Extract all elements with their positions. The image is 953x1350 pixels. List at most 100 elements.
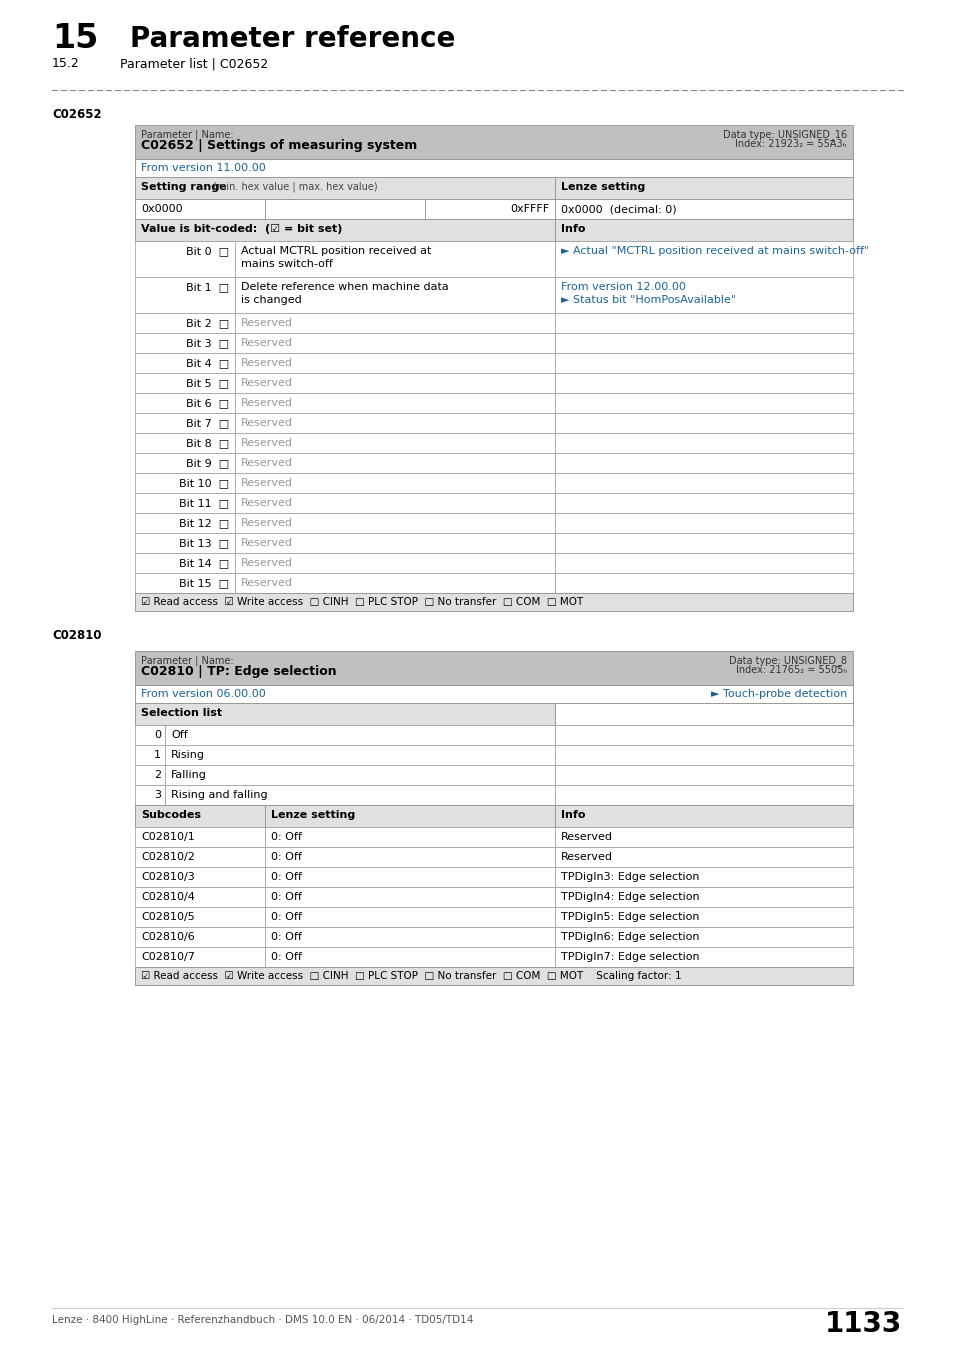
Text: Reserved: Reserved bbox=[241, 539, 293, 548]
Text: ► Actual "MCTRL position received at mains switch-off": ► Actual "MCTRL position received at mai… bbox=[560, 246, 868, 256]
Text: 0: Off: 0: Off bbox=[271, 892, 301, 902]
Text: Reserved: Reserved bbox=[241, 478, 293, 487]
Bar bbox=[555, 433, 852, 454]
Text: TPDigIn7: Edge selection: TPDigIn7: Edge selection bbox=[560, 952, 699, 963]
Text: Falling: Falling bbox=[171, 769, 207, 780]
Text: C02810/4: C02810/4 bbox=[141, 892, 194, 902]
Bar bbox=[555, 277, 852, 313]
Bar bbox=[135, 867, 265, 887]
Bar bbox=[265, 198, 424, 219]
Bar bbox=[135, 433, 234, 454]
Text: Reserved: Reserved bbox=[241, 437, 293, 448]
Bar bbox=[135, 828, 265, 846]
Text: C02810/1: C02810/1 bbox=[141, 832, 194, 842]
Bar bbox=[555, 352, 852, 373]
Text: C02810 | TP: Edge selection: C02810 | TP: Edge selection bbox=[141, 666, 336, 678]
Bar bbox=[165, 725, 555, 745]
Bar bbox=[135, 177, 555, 198]
Bar bbox=[135, 927, 265, 946]
Text: Reserved: Reserved bbox=[241, 578, 293, 589]
Text: Reserved: Reserved bbox=[241, 338, 293, 348]
Text: 3: 3 bbox=[153, 790, 161, 801]
Bar bbox=[265, 907, 555, 927]
Bar bbox=[135, 513, 234, 533]
Text: Parameter | Name:: Parameter | Name: bbox=[141, 655, 233, 666]
Text: ► Status bit "HomPosAvailable": ► Status bit "HomPosAvailable" bbox=[560, 296, 736, 305]
Bar bbox=[555, 533, 852, 554]
Text: TPDigIn3: Edge selection: TPDigIn3: Edge selection bbox=[560, 872, 699, 882]
Text: Bit 9  □: Bit 9 □ bbox=[186, 458, 229, 468]
Bar bbox=[165, 765, 555, 784]
Bar bbox=[555, 373, 852, 393]
Text: Rising: Rising bbox=[171, 751, 205, 760]
Bar bbox=[135, 784, 165, 805]
Text: Bit 15  □: Bit 15 □ bbox=[178, 578, 229, 589]
Bar bbox=[135, 493, 234, 513]
Bar bbox=[234, 413, 555, 433]
Text: Reserved: Reserved bbox=[241, 398, 293, 408]
Text: Bit 6  □: Bit 6 □ bbox=[186, 398, 229, 408]
Bar bbox=[135, 352, 234, 373]
Text: Delete reference when machine data: Delete reference when machine data bbox=[241, 282, 448, 292]
Text: Value is bit-coded:  (☑ = bit set): Value is bit-coded: (☑ = bit set) bbox=[141, 224, 342, 234]
Bar bbox=[555, 765, 852, 784]
Text: 15.2: 15.2 bbox=[52, 57, 80, 70]
Bar bbox=[135, 593, 852, 612]
Bar bbox=[135, 805, 265, 828]
Text: Parameter reference: Parameter reference bbox=[130, 26, 455, 53]
Text: Data type: UNSIGNED_16: Data type: UNSIGNED_16 bbox=[722, 130, 846, 140]
Text: 0: Off: 0: Off bbox=[271, 952, 301, 963]
Bar bbox=[555, 572, 852, 593]
Bar bbox=[234, 493, 555, 513]
Text: 1: 1 bbox=[153, 751, 161, 760]
Text: 0xFFFF: 0xFFFF bbox=[509, 204, 548, 215]
Bar bbox=[135, 413, 234, 433]
Bar bbox=[234, 393, 555, 413]
Text: Bit 13  □: Bit 13 □ bbox=[178, 539, 229, 548]
Bar bbox=[135, 703, 555, 725]
Bar bbox=[234, 352, 555, 373]
Text: Reserved: Reserved bbox=[241, 518, 293, 528]
Text: ☑ Read access  ☑ Write access  □ CINH  □ PLC STOP  □ No transfer  □ COM  □ MOT  : ☑ Read access ☑ Write access □ CINH □ PL… bbox=[141, 971, 680, 981]
Bar bbox=[234, 572, 555, 593]
Text: Info: Info bbox=[560, 224, 585, 234]
Text: C02810/2: C02810/2 bbox=[141, 852, 194, 863]
Text: 0: Off: 0: Off bbox=[271, 913, 301, 922]
Text: Bit 3  □: Bit 3 □ bbox=[186, 338, 229, 348]
Bar bbox=[234, 554, 555, 572]
Bar bbox=[555, 219, 852, 242]
Bar bbox=[555, 725, 852, 745]
Text: 0x0000  (decimal: 0): 0x0000 (decimal: 0) bbox=[560, 204, 676, 215]
Text: C02810/5: C02810/5 bbox=[141, 913, 194, 922]
Bar bbox=[165, 784, 555, 805]
Text: TPDigIn4: Edge selection: TPDigIn4: Edge selection bbox=[560, 892, 699, 902]
Text: Bit 5  □: Bit 5 □ bbox=[186, 378, 229, 387]
Text: (min. hex value | max. hex value): (min. hex value | max. hex value) bbox=[213, 182, 377, 193]
Text: Lenze setting: Lenze setting bbox=[271, 810, 355, 819]
Text: Index: 21765₂ = 5505ₕ: Index: 21765₂ = 5505ₕ bbox=[735, 666, 846, 675]
Bar bbox=[135, 198, 265, 219]
Bar bbox=[234, 533, 555, 554]
Bar bbox=[555, 907, 852, 927]
Bar bbox=[265, 927, 555, 946]
Bar bbox=[555, 313, 852, 333]
Bar bbox=[555, 454, 852, 472]
Text: 0: Off: 0: Off bbox=[271, 852, 301, 863]
Text: C02810/3: C02810/3 bbox=[141, 872, 194, 882]
Bar bbox=[135, 765, 165, 784]
Bar bbox=[135, 454, 234, 472]
Bar bbox=[265, 887, 555, 907]
Bar bbox=[265, 828, 555, 846]
Text: Parameter | Name:: Parameter | Name: bbox=[141, 130, 233, 139]
Bar bbox=[555, 784, 852, 805]
Bar bbox=[135, 572, 234, 593]
Text: Reserved: Reserved bbox=[241, 558, 293, 568]
Bar bbox=[234, 513, 555, 533]
Text: Reserved: Reserved bbox=[241, 319, 293, 328]
Bar bbox=[234, 433, 555, 454]
Bar bbox=[555, 333, 852, 352]
Bar bbox=[265, 867, 555, 887]
Text: 0x0000: 0x0000 bbox=[141, 204, 182, 215]
Bar bbox=[265, 946, 555, 967]
Text: Bit 10  □: Bit 10 □ bbox=[178, 478, 229, 487]
